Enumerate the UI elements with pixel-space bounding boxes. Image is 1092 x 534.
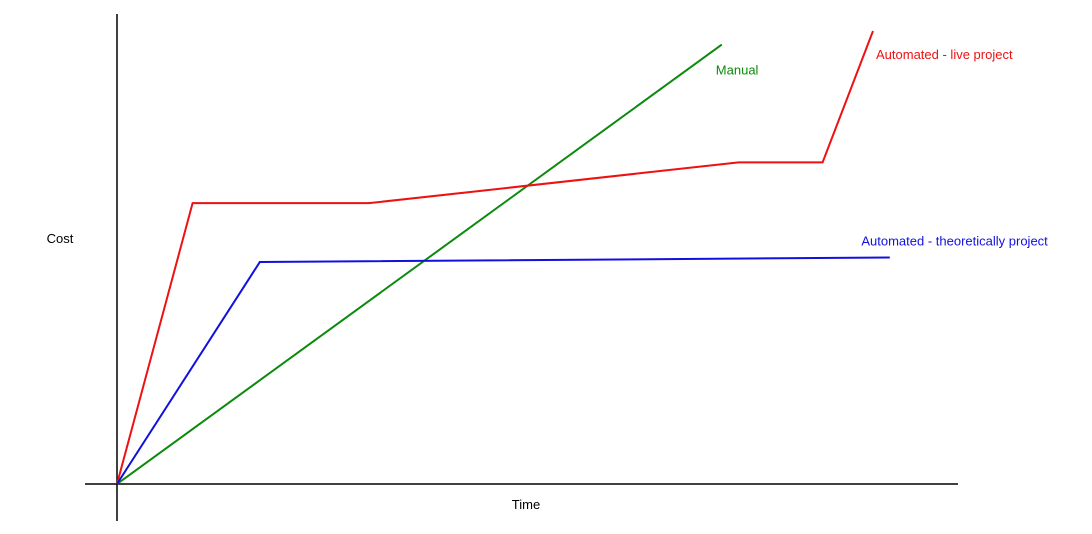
- series-line-automated-live-project: [116, 30, 874, 485]
- series-line-automated-theoretically-project: [116, 256, 890, 485]
- series-label-automated-theoretically-project: Automated - theoretically project: [861, 234, 1048, 249]
- y-axis-label: Cost: [47, 231, 74, 246]
- series-label-manual: Manual: [716, 63, 759, 78]
- series-label-automated-live-project: Automated - live project: [876, 47, 1013, 62]
- series-layer: Manual Automated - live project Automated …: [116, 30, 1048, 485]
- x-axis-label: Time: [512, 497, 540, 512]
- series-line-manual: [116, 43, 723, 485]
